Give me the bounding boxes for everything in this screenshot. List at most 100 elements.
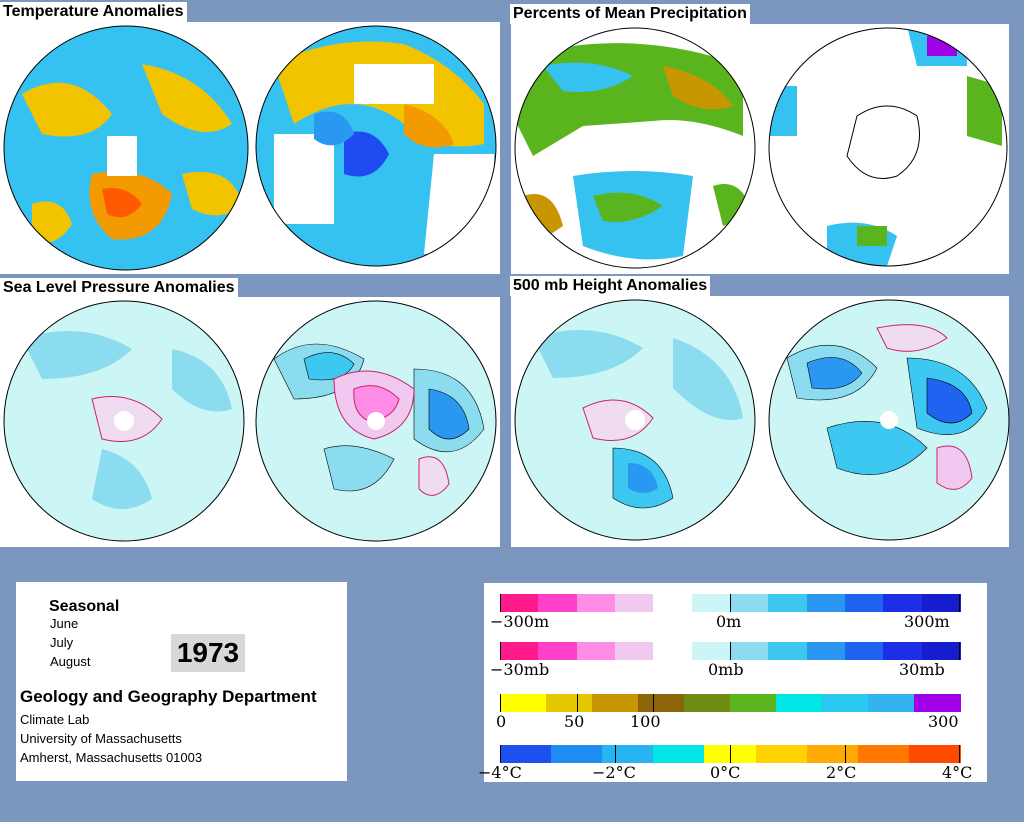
department-name: Geology and Geography Department: [20, 687, 317, 706]
color-swatch: [921, 594, 962, 612]
slp-north-globe: [3, 300, 245, 542]
precipitation-south-globe: [768, 27, 1008, 267]
scale-tick: [653, 694, 655, 712]
color-swatch: [868, 694, 916, 712]
height-scale-max: 300m: [904, 612, 950, 631]
temp-scale-minus2: −2°C: [592, 763, 636, 782]
temp-scale-minus4: −4°C: [478, 763, 522, 782]
slp-panel: [0, 297, 500, 547]
color-swatch: [908, 745, 962, 763]
height-scale-min: −300m: [490, 612, 550, 631]
scale-tick: [730, 745, 731, 763]
temperature-scale-bar: [500, 745, 962, 763]
scale-tick: [576, 694, 578, 712]
precipitation-north-globe: [514, 27, 756, 269]
temperature-south-globe: [255, 25, 497, 267]
precip-scale-300: 300: [928, 712, 959, 731]
month-august: August: [50, 654, 91, 669]
seasonal-heading: Seasonal: [49, 598, 120, 615]
color-swatch: [576, 642, 617, 660]
height500-south-globe: [768, 299, 1010, 541]
precip-scale-0: 0: [496, 712, 507, 731]
color-swatch: [921, 642, 962, 660]
color-swatch: [691, 594, 732, 612]
color-swatch: [576, 594, 617, 612]
temp-scale-4: 4°C: [942, 763, 973, 782]
color-swatch: [691, 642, 732, 660]
color-swatch: [806, 594, 847, 612]
color-swatch: [538, 594, 579, 612]
color-swatch: [730, 694, 778, 712]
pressure-scale-max: 30mb: [899, 660, 945, 679]
scale-tick: [730, 642, 731, 660]
color-swatch: [914, 694, 962, 712]
pressure-scale-mid: 0mb: [708, 660, 744, 679]
scale-tick: [958, 745, 960, 763]
color-swatch: [615, 594, 655, 612]
legend-box: −300m 0m 300m −30mb 0mb 30mb 0 50 100 30…: [478, 583, 987, 782]
month-july: July: [50, 635, 74, 650]
color-swatch: [592, 694, 640, 712]
height500-panel: [511, 296, 1010, 547]
color-swatch: [822, 694, 870, 712]
color-swatch: [845, 594, 885, 612]
scale-tick: [500, 694, 501, 712]
color-swatch: [776, 694, 824, 712]
address: Amherst, Massachusetts 01003: [20, 750, 203, 765]
temp-scale-2: 2°C: [826, 763, 857, 782]
info-box: Seasonal June July August 1973 Geology a…: [16, 582, 347, 781]
color-swatch: [684, 694, 732, 712]
pressure-scale-bar: [500, 642, 962, 660]
scale-tick: [500, 745, 501, 763]
color-swatch: [500, 642, 540, 660]
color-swatch: [806, 745, 860, 763]
color-swatch: [653, 642, 694, 660]
year-badge: 1973: [171, 634, 245, 672]
temperature-north-globe: [3, 25, 249, 271]
slp-title: Sea Level Pressure Anomalies: [0, 278, 238, 298]
precipitation-title: Percents of Mean Precipitation: [510, 4, 750, 24]
scale-tick: [615, 745, 616, 763]
temperature-title: Temperature Anomalies: [0, 2, 187, 22]
precipitation-panel: [511, 24, 1009, 274]
color-swatch: [768, 642, 809, 660]
scale-tick: [958, 594, 960, 612]
color-swatch: [602, 745, 655, 763]
color-swatch: [615, 642, 655, 660]
color-swatch: [883, 594, 924, 612]
precip-scale-bar: [500, 694, 962, 712]
scale-tick: [500, 594, 501, 612]
precip-scale-100: 100: [630, 712, 661, 731]
scale-tick: [500, 642, 501, 660]
temp-scale-0: 0°C: [710, 763, 741, 782]
height-scale-bar: [500, 594, 962, 612]
color-swatch: [653, 745, 706, 763]
color-swatch: [730, 594, 770, 612]
scale-tick: [845, 745, 846, 763]
color-swatch: [845, 642, 885, 660]
height-scale-mid: 0m: [716, 612, 742, 631]
color-swatch: [638, 694, 686, 712]
color-swatch: [546, 694, 594, 712]
color-swatch: [500, 594, 540, 612]
height500-north-globe: [514, 299, 756, 541]
pressure-scale-min: −30mb: [490, 660, 550, 679]
university-name: University of Massachusetts: [20, 731, 182, 746]
scale-tick: [730, 594, 731, 612]
height500-title: 500 mb Height Anomalies: [510, 276, 711, 296]
color-swatch: [538, 642, 579, 660]
color-swatch: [755, 745, 809, 763]
color-swatch: [730, 642, 770, 660]
color-swatch: [500, 694, 548, 712]
color-swatch: [857, 745, 911, 763]
scale-tick: [958, 642, 960, 660]
precip-scale-50: 50: [564, 712, 585, 731]
color-swatch: [653, 594, 694, 612]
color-swatch: [883, 642, 924, 660]
color-swatch: [806, 642, 847, 660]
color-swatch: [768, 594, 809, 612]
month-june: June: [50, 616, 79, 631]
color-swatch: [500, 745, 553, 763]
slp-south-globe: [255, 300, 497, 542]
temperature-panel: [0, 22, 500, 274]
